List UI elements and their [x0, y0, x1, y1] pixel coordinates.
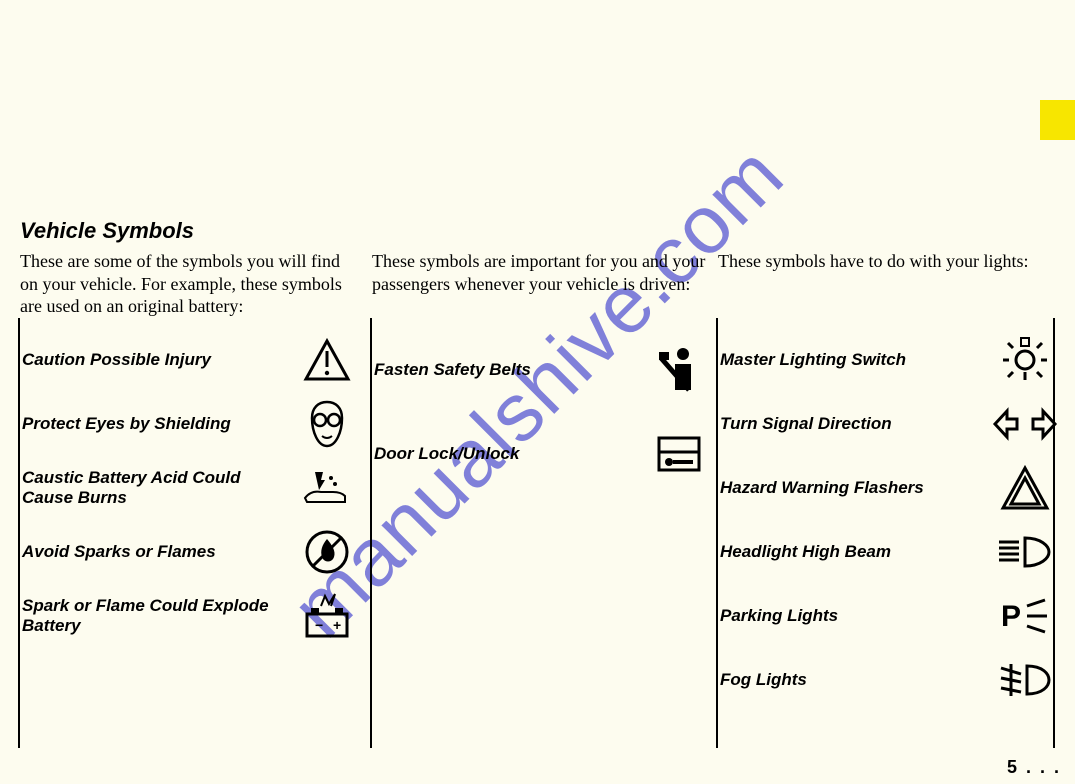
column-2-intro: These symbols are important for you and …	[372, 250, 707, 303]
intro-text: These symbols have to do with your light…	[718, 250, 1053, 273]
page: manualshive.com Vehicle Symbols These ar…	[0, 0, 1075, 784]
column-1-intro: These are some of the symbols you will f…	[20, 250, 355, 326]
column-divider	[716, 318, 718, 748]
symbol-row: Hazard Warning Flashers	[720, 456, 1055, 520]
page-tab	[1040, 100, 1075, 140]
symbol-label: Protect Eyes by Shielding	[22, 414, 297, 434]
symbol-label: Avoid Sparks or Flames	[22, 542, 297, 562]
symbol-row: Fog Lights	[720, 648, 1055, 712]
master-light-icon	[995, 334, 1055, 386]
svg-text:−: −	[315, 617, 323, 633]
symbol-label: Headlight High Beam	[720, 542, 995, 562]
parking-light-icon: P	[995, 590, 1055, 642]
acid-hand-icon	[297, 462, 357, 514]
symbol-label: Master Lighting Switch	[720, 350, 995, 370]
symbol-label: Spark or Flame Could Explode Battery	[22, 596, 297, 637]
symbol-row: Headlight High Beam	[720, 520, 1055, 584]
symbol-row: Turn Signal Direction	[720, 392, 1055, 456]
column-divider	[18, 318, 20, 748]
column-divider	[370, 318, 372, 748]
page-title: Vehicle Symbols	[20, 218, 194, 244]
symbol-label: Hazard Warning Flashers	[720, 478, 995, 498]
symbol-row: Avoid Sparks or Flames	[22, 520, 357, 584]
symbol-row: Caution Possible Injury	[22, 328, 357, 392]
intro-text: These symbols are important for you and …	[372, 250, 707, 295]
door-lock-icon	[649, 428, 709, 480]
high-beam-icon	[995, 526, 1055, 578]
symbol-row: Master Lighting Switch	[720, 328, 1055, 392]
turn-signal-icon	[995, 398, 1055, 450]
symbol-row: Fasten Safety Belts	[374, 328, 709, 412]
column-2-items: Fasten Safety Belts Door Lock/Unlock	[374, 328, 709, 496]
goggles-icon	[297, 398, 357, 450]
symbol-label: Fog Lights	[720, 670, 995, 690]
page-number: 5 . . .	[1007, 757, 1061, 778]
symbol-label: Turn Signal Direction	[720, 414, 995, 434]
column-1-items: Caution Possible Injury Protect Eyes by …	[22, 328, 357, 648]
symbol-label: Caustic Battery Acid Could Cause Burns	[22, 468, 297, 509]
symbol-row: Parking Lights P	[720, 584, 1055, 648]
intro-text: These are some of the symbols you will f…	[20, 250, 355, 318]
symbol-label: Caution Possible Injury	[22, 350, 297, 370]
symbol-row: Protect Eyes by Shielding	[22, 392, 357, 456]
svg-text:P: P	[1001, 600, 1021, 633]
symbol-label: Door Lock/Unlock	[374, 444, 649, 464]
battery-explode-icon: −+	[297, 590, 357, 642]
caution-triangle-icon	[297, 334, 357, 386]
svg-text:+: +	[333, 617, 341, 633]
symbol-row: Caustic Battery Acid Could Cause Burns	[22, 456, 357, 520]
fog-light-icon	[995, 654, 1055, 706]
column-3-intro: These symbols have to do with your light…	[718, 250, 1053, 281]
no-flame-icon	[297, 526, 357, 578]
seatbelt-icon	[649, 344, 709, 396]
column-3-items: Master Lighting Switch Turn Signal Direc…	[720, 328, 1055, 712]
symbol-label: Parking Lights	[720, 606, 995, 626]
symbol-row: Spark or Flame Could Explode Battery −+	[22, 584, 357, 648]
symbol-label: Fasten Safety Belts	[374, 360, 649, 380]
symbol-row: Door Lock/Unlock	[374, 412, 709, 496]
hazard-icon	[995, 462, 1055, 514]
